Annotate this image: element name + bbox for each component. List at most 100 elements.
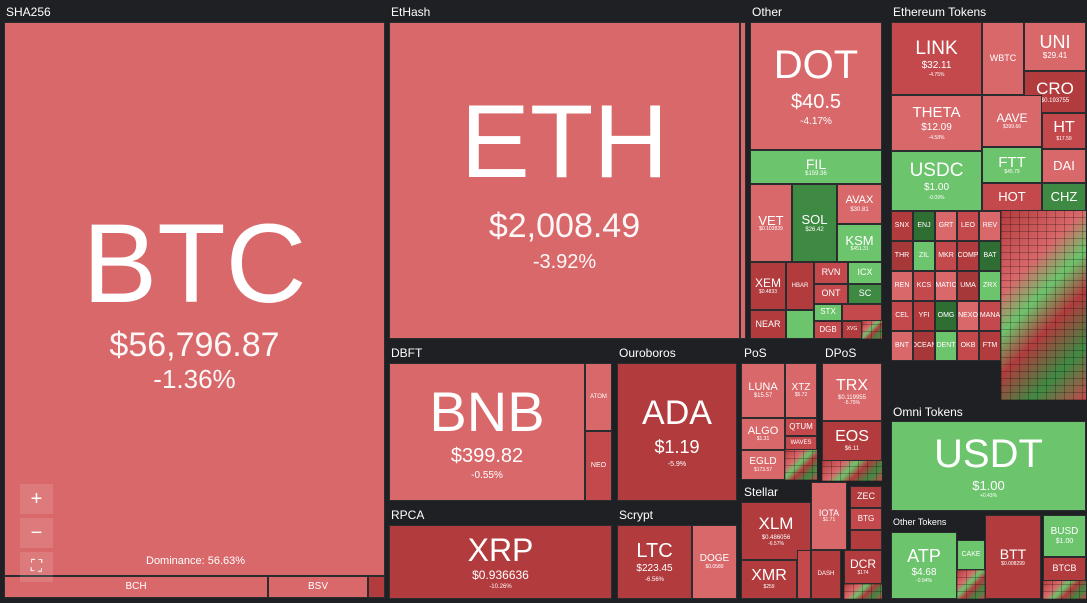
- tile-ftm[interactable]: FTM: [979, 331, 1001, 361]
- tile-cel[interactable]: CEL: [891, 301, 913, 331]
- tile-rvn[interactable]: RVN: [814, 262, 848, 284]
- tile-link[interactable]: LINK $32.11 -4.75%: [891, 22, 982, 95]
- tile-usdt[interactable]: USDT $1.00 +0.43%: [891, 421, 1086, 511]
- small-tiles-pos[interactable]: [785, 450, 817, 480]
- tile-usdc[interactable]: USDC $1.00 -0.09%: [891, 151, 982, 211]
- tile-algo[interactable]: ALGO $1.31: [741, 418, 785, 450]
- tile-btcb[interactable]: BTCB: [1043, 557, 1086, 581]
- tile-wbtc[interactable]: WBTC: [982, 22, 1024, 95]
- tile-ksm[interactable]: KSM $451.31: [837, 224, 882, 262]
- tile-icx[interactable]: ICX: [848, 262, 882, 284]
- tile-ftt[interactable]: FTT $45.79: [982, 147, 1042, 183]
- tile-qtum[interactable]: QTUM: [785, 418, 817, 436]
- tile-ht[interactable]: HT $17.59: [1042, 113, 1086, 149]
- tile-hot[interactable]: HOT: [982, 183, 1042, 211]
- tile-zil[interactable]: ZIL: [913, 241, 935, 271]
- tile-uni[interactable]: UNI $29.41: [1024, 22, 1086, 71]
- tile-kcs[interactable]: KCS: [913, 271, 935, 301]
- tile-theta[interactable]: THETA $12.09 -4.58%: [891, 95, 982, 151]
- tile-chz[interactable]: CHZ: [1042, 183, 1086, 211]
- tile-busd[interactable]: BUSD $1.00: [1043, 515, 1086, 557]
- tile-ocean[interactable]: OCEAN: [913, 331, 935, 361]
- tile-bsv[interactable]: BSV: [268, 576, 368, 598]
- tile-matic[interactable]: MATIC: [935, 271, 957, 301]
- tile-atom[interactable]: ATOM: [585, 363, 612, 431]
- tile-leo[interactable]: LEO: [957, 211, 979, 241]
- tile-bch[interactable]: BCH: [4, 576, 268, 598]
- zoom-in-button[interactable]: +: [20, 484, 53, 514]
- tile-xvg[interactable]: XVG: [842, 321, 862, 339]
- tile-vet[interactable]: VET $0.103839: [750, 184, 792, 262]
- tile-rev[interactable]: REV: [979, 211, 1001, 241]
- tile-ont[interactable]: ONT: [814, 284, 848, 304]
- small-tiles-other-tokens-2[interactable]: [1043, 581, 1086, 599]
- tile-uma[interactable]: UMA: [957, 271, 979, 301]
- tile-stx[interactable]: STX: [814, 304, 842, 321]
- tile-small-other-2[interactable]: [842, 304, 882, 321]
- tile-nexo[interactable]: NEXO: [957, 301, 979, 331]
- tile-zec[interactable]: ZEC: [850, 486, 882, 508]
- tile-small-stellar-2[interactable]: [797, 550, 811, 599]
- tile-yfi[interactable]: YFI: [913, 301, 935, 331]
- tile-xem[interactable]: XEM $0.4833: [750, 262, 786, 310]
- tile-bnb[interactable]: BNB $399.82 -0.55%: [389, 363, 585, 501]
- tile-grt[interactable]: GRT: [935, 211, 957, 241]
- tile-xlm[interactable]: XLM $0.486056 -6.57%: [741, 502, 811, 560]
- tile-enj[interactable]: ENJ: [913, 211, 935, 241]
- tile-neo[interactable]: NEO: [585, 431, 612, 501]
- tile-sc[interactable]: SC: [848, 284, 882, 304]
- tile-sol[interactable]: SOL $26.42: [792, 184, 837, 262]
- tile-avax[interactable]: AVAX $30.81: [837, 184, 882, 224]
- tile-btg[interactable]: BTG: [850, 508, 882, 530]
- tile-comp[interactable]: COMP: [957, 241, 979, 271]
- tile-ltc[interactable]: LTC $223.45 -6.56%: [617, 525, 692, 599]
- small-tiles-other-tokens[interactable]: [957, 570, 985, 599]
- tile-dot[interactable]: DOT $40.5 -4.17%: [750, 22, 882, 150]
- tile-xtz[interactable]: XTZ $5.72: [785, 363, 817, 418]
- tile-iota[interactable]: IOTA $1.71: [811, 482, 847, 550]
- tile-mana[interactable]: MANA: [979, 301, 1001, 331]
- tile-luna[interactable]: LUNA $15.57: [741, 363, 785, 418]
- tile-dent[interactable]: DENT: [935, 331, 957, 361]
- small-tiles-dpos[interactable]: [822, 461, 882, 481]
- tile-dcr[interactable]: DCR $174: [844, 550, 882, 584]
- tile-bat[interactable]: BAT: [979, 241, 1001, 271]
- tile-dgb[interactable]: DGB: [814, 321, 842, 339]
- tile-btc[interactable]: BTC $56,796.87 -1.36%: [4, 22, 385, 576]
- tile-ren[interactable]: REN: [891, 271, 913, 301]
- tile-trx[interactable]: TRX $0.119955 -5.75%: [822, 363, 882, 421]
- zoom-out-button[interactable]: −: [20, 518, 53, 548]
- tile-bnt[interactable]: BNT: [891, 331, 913, 361]
- tile-dai[interactable]: DAI: [1042, 149, 1086, 183]
- small-tiles-other[interactable]: [862, 321, 882, 339]
- tile-small-stellar-1[interactable]: [850, 530, 882, 550]
- tile-snx[interactable]: SNX: [891, 211, 913, 241]
- fullscreen-button[interactable]: ⛶: [20, 552, 53, 582]
- tile-aave[interactable]: AAVE $399.66: [982, 95, 1042, 147]
- tile-doge[interactable]: DOGE $0.0589: [692, 525, 737, 599]
- tile-egld[interactable]: EGLD $173.57: [741, 450, 785, 480]
- tile-small-other-1[interactable]: [786, 310, 814, 339]
- tile-ada[interactable]: ADA $1.19 -5.9%: [617, 363, 737, 501]
- tile-small-ethash[interactable]: [740, 22, 746, 339]
- tile-small-sha[interactable]: [368, 576, 385, 598]
- tile-thr[interactable]: THR: [891, 241, 913, 271]
- tile-atp[interactable]: ATP $4.68 -0.94%: [891, 532, 957, 599]
- tile-fil[interactable]: FIL $159.36: [750, 150, 882, 184]
- small-tiles-ethereum-tokens[interactable]: SNX ENJ GRT LEO REV THR ZIL MKR COMP BAT REN KCS MAT…: [891, 211, 1086, 400]
- tile-waves[interactable]: WAVES: [785, 436, 817, 450]
- small-tiles-stellar[interactable]: [844, 584, 882, 599]
- tile-xrp[interactable]: XRP $0.936636 -10.26%: [389, 525, 612, 599]
- tile-eth[interactable]: ETH $2,008.49 -3.92%: [389, 22, 740, 339]
- tile-cake[interactable]: CAKE: [957, 540, 985, 570]
- tile-dash[interactable]: DASH: [811, 550, 841, 599]
- tile-omg[interactable]: OMG: [935, 301, 957, 331]
- tile-hbar[interactable]: HBAR: [786, 262, 814, 310]
- tile-near[interactable]: NEAR: [750, 310, 786, 339]
- small-tiles-ethereum-tokens-rest[interactable]: [1001, 211, 1086, 400]
- tile-okb[interactable]: OKB: [957, 331, 979, 361]
- tile-eos[interactable]: EOS $6.11: [822, 421, 882, 461]
- tile-mkr[interactable]: MKR: [935, 241, 957, 271]
- tile-btt[interactable]: BTT $0.008299: [985, 515, 1041, 599]
- tile-xmr[interactable]: XMR $259: [741, 560, 797, 599]
